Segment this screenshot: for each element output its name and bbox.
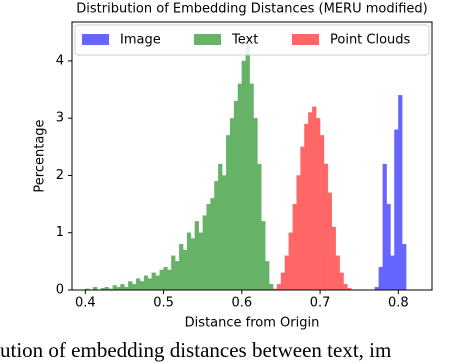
histogram-bar (214, 181, 219, 291)
histogram-bar (175, 261, 180, 291)
histogram-bar (316, 118, 321, 291)
y-tick-label: 2 (56, 168, 64, 183)
histogram-bar (210, 198, 215, 291)
histogram-bar (237, 83, 242, 291)
histogram-bar (292, 203, 297, 291)
x-tick-label: 0.5 (153, 296, 174, 311)
histogram-bar (171, 255, 176, 291)
histogram-bar (308, 112, 313, 291)
histogram-bar (394, 129, 399, 291)
histogram-bar (323, 163, 329, 291)
histogram-bar (194, 221, 199, 291)
legend-swatch (82, 34, 109, 45)
histogram-bar (198, 232, 203, 291)
histogram-bar (120, 284, 125, 291)
histogram-bar (284, 255, 289, 291)
x-tick-label: 0.8 (388, 296, 409, 311)
histogram-bar (136, 278, 141, 291)
y-tick-label: 4 (56, 53, 64, 68)
histogram-bar (112, 285, 117, 291)
histogram-bar (182, 249, 188, 291)
plot-frame (71, 21, 433, 291)
histogram-bar (319, 135, 325, 291)
histogram-bar (253, 118, 258, 291)
histogram-bar (159, 269, 164, 291)
histogram-bar (167, 269, 172, 291)
legend-label: Text (231, 33, 258, 48)
histogram-bar (261, 221, 266, 291)
histogram-bar (132, 284, 137, 291)
histogram-bar (222, 175, 227, 291)
histogram-bar (241, 60, 246, 291)
legend-label: Image (120, 33, 161, 48)
histogram-bar (226, 135, 231, 291)
histogram-bar (386, 203, 391, 291)
histogram-bar (265, 261, 270, 291)
y-tick-label: 1 (56, 225, 64, 240)
legend-swatch (292, 34, 319, 45)
x-axis-label: Distance from Origin (185, 316, 320, 331)
x-tick-label: 0.6 (231, 296, 252, 311)
x-tick-label: 0.4 (75, 296, 96, 311)
histogram-bar (245, 43, 250, 291)
histogram-bar (304, 123, 309, 291)
histogram-bar (312, 106, 317, 291)
legend-swatch (194, 34, 221, 45)
histogram-bar (128, 281, 133, 291)
histogram-bar (163, 266, 168, 291)
histogram-bar (390, 255, 395, 291)
legend-label: Point Clouds (330, 33, 411, 48)
histogram-bar (139, 281, 145, 291)
histogram-bar (398, 95, 403, 291)
histogram-bar (151, 272, 156, 291)
histogram-bar (300, 146, 305, 291)
y-axis-label: Percentage (33, 119, 48, 192)
histogram-bar (206, 203, 211, 291)
histogram-bar (296, 175, 301, 291)
histogram-bar (202, 215, 207, 291)
histogram-bar (186, 232, 192, 291)
histogram-bar (155, 275, 160, 291)
histogram-bar (269, 284, 274, 291)
caption: ution of embedding distances between tex… (0, 338, 391, 362)
histogram-bar (257, 163, 262, 291)
y-tick-label: 3 (56, 111, 64, 126)
chart-title: Distribution of Embedding Distances (MER… (76, 2, 427, 17)
x-tick-label: 0.7 (310, 296, 331, 311)
histogram-bar (327, 192, 332, 291)
legend-box (74, 24, 430, 56)
histogram-bar (229, 118, 235, 291)
histogram-bar (147, 278, 152, 291)
histogram-bar (378, 266, 383, 291)
histogram-bar (280, 272, 286, 291)
histogram-bar (143, 275, 149, 291)
histogram-bar (331, 226, 336, 291)
histogram-bar (343, 284, 348, 291)
histogram-bar (179, 244, 184, 291)
histogram-bar (249, 83, 254, 291)
histogram-bar (190, 238, 196, 291)
histogram-bar (233, 100, 239, 291)
histogram-bar (335, 255, 340, 291)
y-tick-label: 0 (56, 283, 64, 298)
histogram-bar (276, 284, 282, 291)
histogram-bar (288, 232, 293, 291)
histogram-bar (402, 244, 407, 291)
histogram-bar (339, 272, 344, 291)
histogram-bar (218, 163, 223, 291)
histogram-bar (382, 163, 387, 291)
